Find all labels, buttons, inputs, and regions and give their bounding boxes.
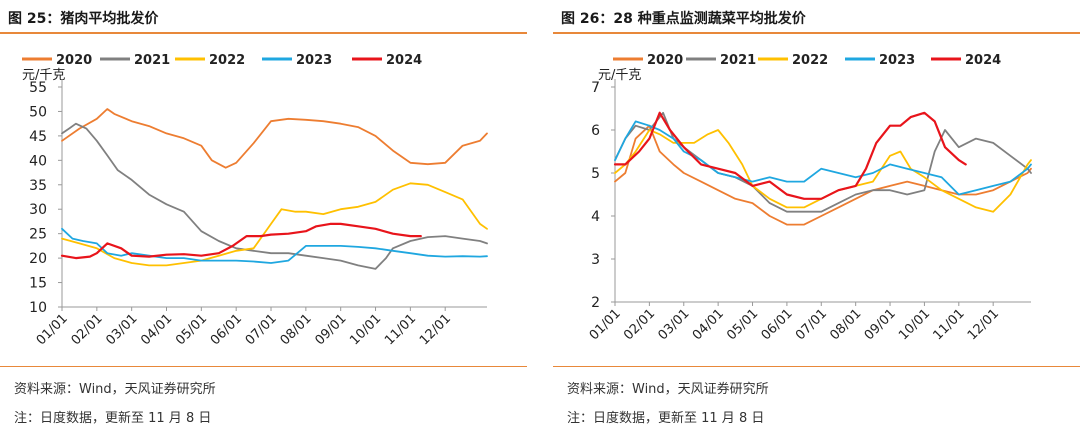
x-tick-label: 08/01 [827,306,864,343]
x-tick-label: 02/01 [621,306,658,343]
title-rule [553,32,1080,34]
x-tick-label: 11/01 [931,306,968,343]
series-line-2023 [614,120,1032,196]
series-line-2023 [61,227,488,264]
series-line-2022 [614,129,1032,213]
title-rule [0,32,527,34]
legend-label-2020: 2020 [647,53,683,68]
x-tick-label: 11/01 [382,311,419,348]
x-tick-label: 04/01 [690,306,727,343]
source-note: 资料来源：Wind，天风证券研究所 [567,382,769,397]
y-axis-unit-label: 元/千克 [22,68,65,83]
y-tick-label: 2 [591,295,600,311]
y-tick-label: 5 [591,166,600,182]
y-tick-label: 6 [591,123,600,139]
figure-title: 图 25：猪肉平均批发价 [8,11,159,27]
series-line-2024 [613,111,967,200]
x-tick-label: 07/01 [793,306,830,343]
update-note: 注：日度数据，更新至 11 月 8 日 [14,411,212,426]
x-tick-label: 12/01 [965,306,1002,343]
y-tick-label: 50 [29,104,47,120]
x-tick-label: 10/01 [347,311,384,348]
y-tick-label: 15 [29,276,47,292]
x-tick-label: 09/01 [862,306,899,343]
y-tick-label: 20 [29,251,47,267]
y-tick-label: 40 [29,153,47,169]
y-tick-label: 55 [29,80,47,96]
y-tick-label: 3 [591,252,600,268]
figure-panel-pork: 图 25：猪肉平均批发价 元/千克 2020 2021 2022 2023 2024 10 1… [0,0,527,433]
x-tick-label: 03/01 [103,311,140,348]
y-axis-unit-label: 元/千克 [598,68,641,83]
y-tick-label: 10 [29,300,47,316]
x-tick-label: 09/01 [312,311,349,348]
legend-label-2021: 2021 [720,53,756,68]
x-tick-label: 06/01 [208,311,245,348]
series-line-2020 [614,124,1032,226]
y-tick-label: 25 [29,227,47,243]
legend-label-2021: 2021 [134,53,170,68]
series-line-2022 [61,182,488,267]
legend-label-2020: 2020 [56,53,92,68]
y-tick-label: 7 [591,80,600,96]
x-tick-label: 05/01 [173,311,210,348]
legend-label-2024: 2024 [965,53,1001,68]
x-tick-label: 08/01 [278,311,315,348]
legend-label-2023: 2023 [879,53,915,68]
legend-label-2022: 2022 [209,53,245,68]
x-tick-label: 02/01 [69,311,106,348]
y-tick-label: 35 [29,178,47,194]
x-tick-label: 10/01 [896,306,933,343]
x-tick-label: 04/01 [138,311,175,348]
footer-rule [553,366,1080,367]
legend-label-2023: 2023 [296,53,332,68]
y-tick-label: 45 [29,129,47,145]
series-line-2020 [61,108,488,169]
y-tick-label: 30 [29,202,47,218]
y-tick-label: 4 [591,209,600,225]
x-tick-label: 12/01 [417,311,454,348]
legend-label-2022: 2022 [792,53,828,68]
x-tick-label: 05/01 [724,306,761,343]
footer-rule [0,366,527,367]
update-note: 注：日度数据，更新至 11 月 8 日 [567,411,765,426]
series-line-2021 [61,122,488,270]
figure-title: 图 26：28 种重点监测蔬菜平均批发价 [561,11,806,27]
vegetable-price-chart: 元/千克 2020 2021 2022 2023 2024 2 3 4 5 6 7 01/0102/01… [587,53,1032,343]
figure-panel-vegetables: 图 26：28 种重点监测蔬菜平均批发价 元/千克 2020 2021 2022 202… [553,0,1080,433]
legend-label-2024: 2024 [386,53,422,68]
x-tick-label: 01/01 [34,311,71,348]
x-tick-label: 03/01 [655,306,692,343]
series-line-2024 [60,222,422,260]
source-note: 资料来源：Wind，天风证券研究所 [14,382,216,397]
x-tick-label: 06/01 [759,306,796,343]
x-tick-label: 01/01 [587,306,624,343]
x-tick-label: 07/01 [243,311,280,348]
